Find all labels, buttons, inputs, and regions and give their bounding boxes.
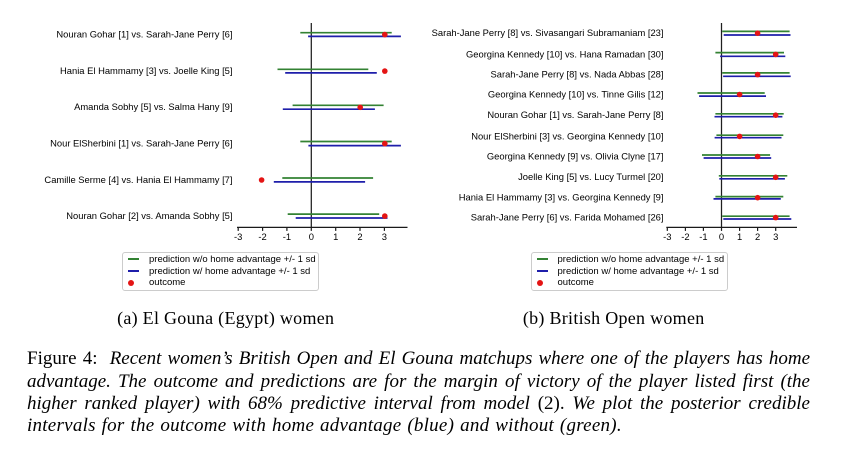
- svg-text:3: 3: [773, 231, 778, 242]
- svg-text:Nour ElSherbini [1] vs. Sarah-: Nour ElSherbini [1] vs. Sarah-Jane Perry…: [50, 138, 232, 149]
- svg-text:Nouran Gohar [1] vs. Sarah-Jan: Nouran Gohar [1] vs. Sarah-Jane Perry [8…: [487, 109, 663, 120]
- svg-text:-3: -3: [234, 231, 242, 242]
- svg-text:3: 3: [382, 231, 387, 242]
- svg-text:Georgina Kennedy [10] vs. Hana: Georgina Kennedy [10] vs. Hana Ramadan […: [466, 48, 664, 59]
- svg-text:Hania El Hammamy [3] vs. Georg: Hania El Hammamy [3] vs. Georgina Kenned…: [459, 192, 664, 203]
- svg-text:0: 0: [309, 231, 314, 242]
- svg-text:1: 1: [737, 231, 742, 242]
- svg-text:0: 0: [719, 231, 724, 242]
- svg-text:Amanda Sobhy [5] vs. Salma Han: Amanda Sobhy [5] vs. Salma Hany [9]: [74, 101, 232, 112]
- svg-text:-1: -1: [283, 231, 291, 242]
- svg-text:Georgina Kennedy [9] vs. Olivi: Georgina Kennedy [9] vs. Olivia Clyne [1…: [487, 150, 664, 161]
- svg-text:2: 2: [755, 231, 760, 242]
- svg-text:Sarah-Jane Perry [8] vs. Nada: Sarah-Jane Perry [8] vs. Nada Abbas [28]: [490, 69, 663, 80]
- svg-text:-3: -3: [663, 231, 671, 242]
- svg-text:Joelle King [5] vs. Lucy Turme: Joelle King [5] vs. Lucy Turmel [20]: [518, 171, 663, 182]
- svg-text:2: 2: [357, 231, 362, 242]
- svg-text:Nour ElSherbini [3] vs. Georgi: Nour ElSherbini [3] vs. Georgina Kennedy…: [471, 130, 663, 141]
- svg-text:Sarah-Jane Perry [6] vs. Farid: Sarah-Jane Perry [6] vs. Farida Mohamed …: [471, 212, 664, 223]
- svg-text:-2: -2: [681, 231, 689, 242]
- svg-text:Nouran Gohar [1] vs. Sarah-Jan: Nouran Gohar [1] vs. Sarah-Jane Perry [6…: [56, 28, 232, 39]
- svg-text:-2: -2: [258, 231, 266, 242]
- svg-text:Georgina Kennedy [10] vs. Tinn: Georgina Kennedy [10] vs. Tinne Gilis [1…: [488, 89, 664, 100]
- svg-text:1: 1: [333, 231, 338, 242]
- svg-text:Camille Serme [4] vs. Hania El: Camille Serme [4] vs. Hania El Hammamy […: [44, 174, 232, 185]
- svg-text:Hania El Hammamy [3] vs. Joell: Hania El Hammamy [3] vs. Joelle King [5]: [60, 65, 232, 76]
- svg-text:Sarah-Jane Perry [8] vs. Sivas: Sarah-Jane Perry [8] vs. Sivasangari Sub…: [432, 27, 664, 38]
- svg-text:-1: -1: [699, 231, 707, 242]
- svg-text:Nouran Gohar [2] vs. Amanda So: Nouran Gohar [2] vs. Amanda Sobhy [5]: [66, 210, 232, 221]
